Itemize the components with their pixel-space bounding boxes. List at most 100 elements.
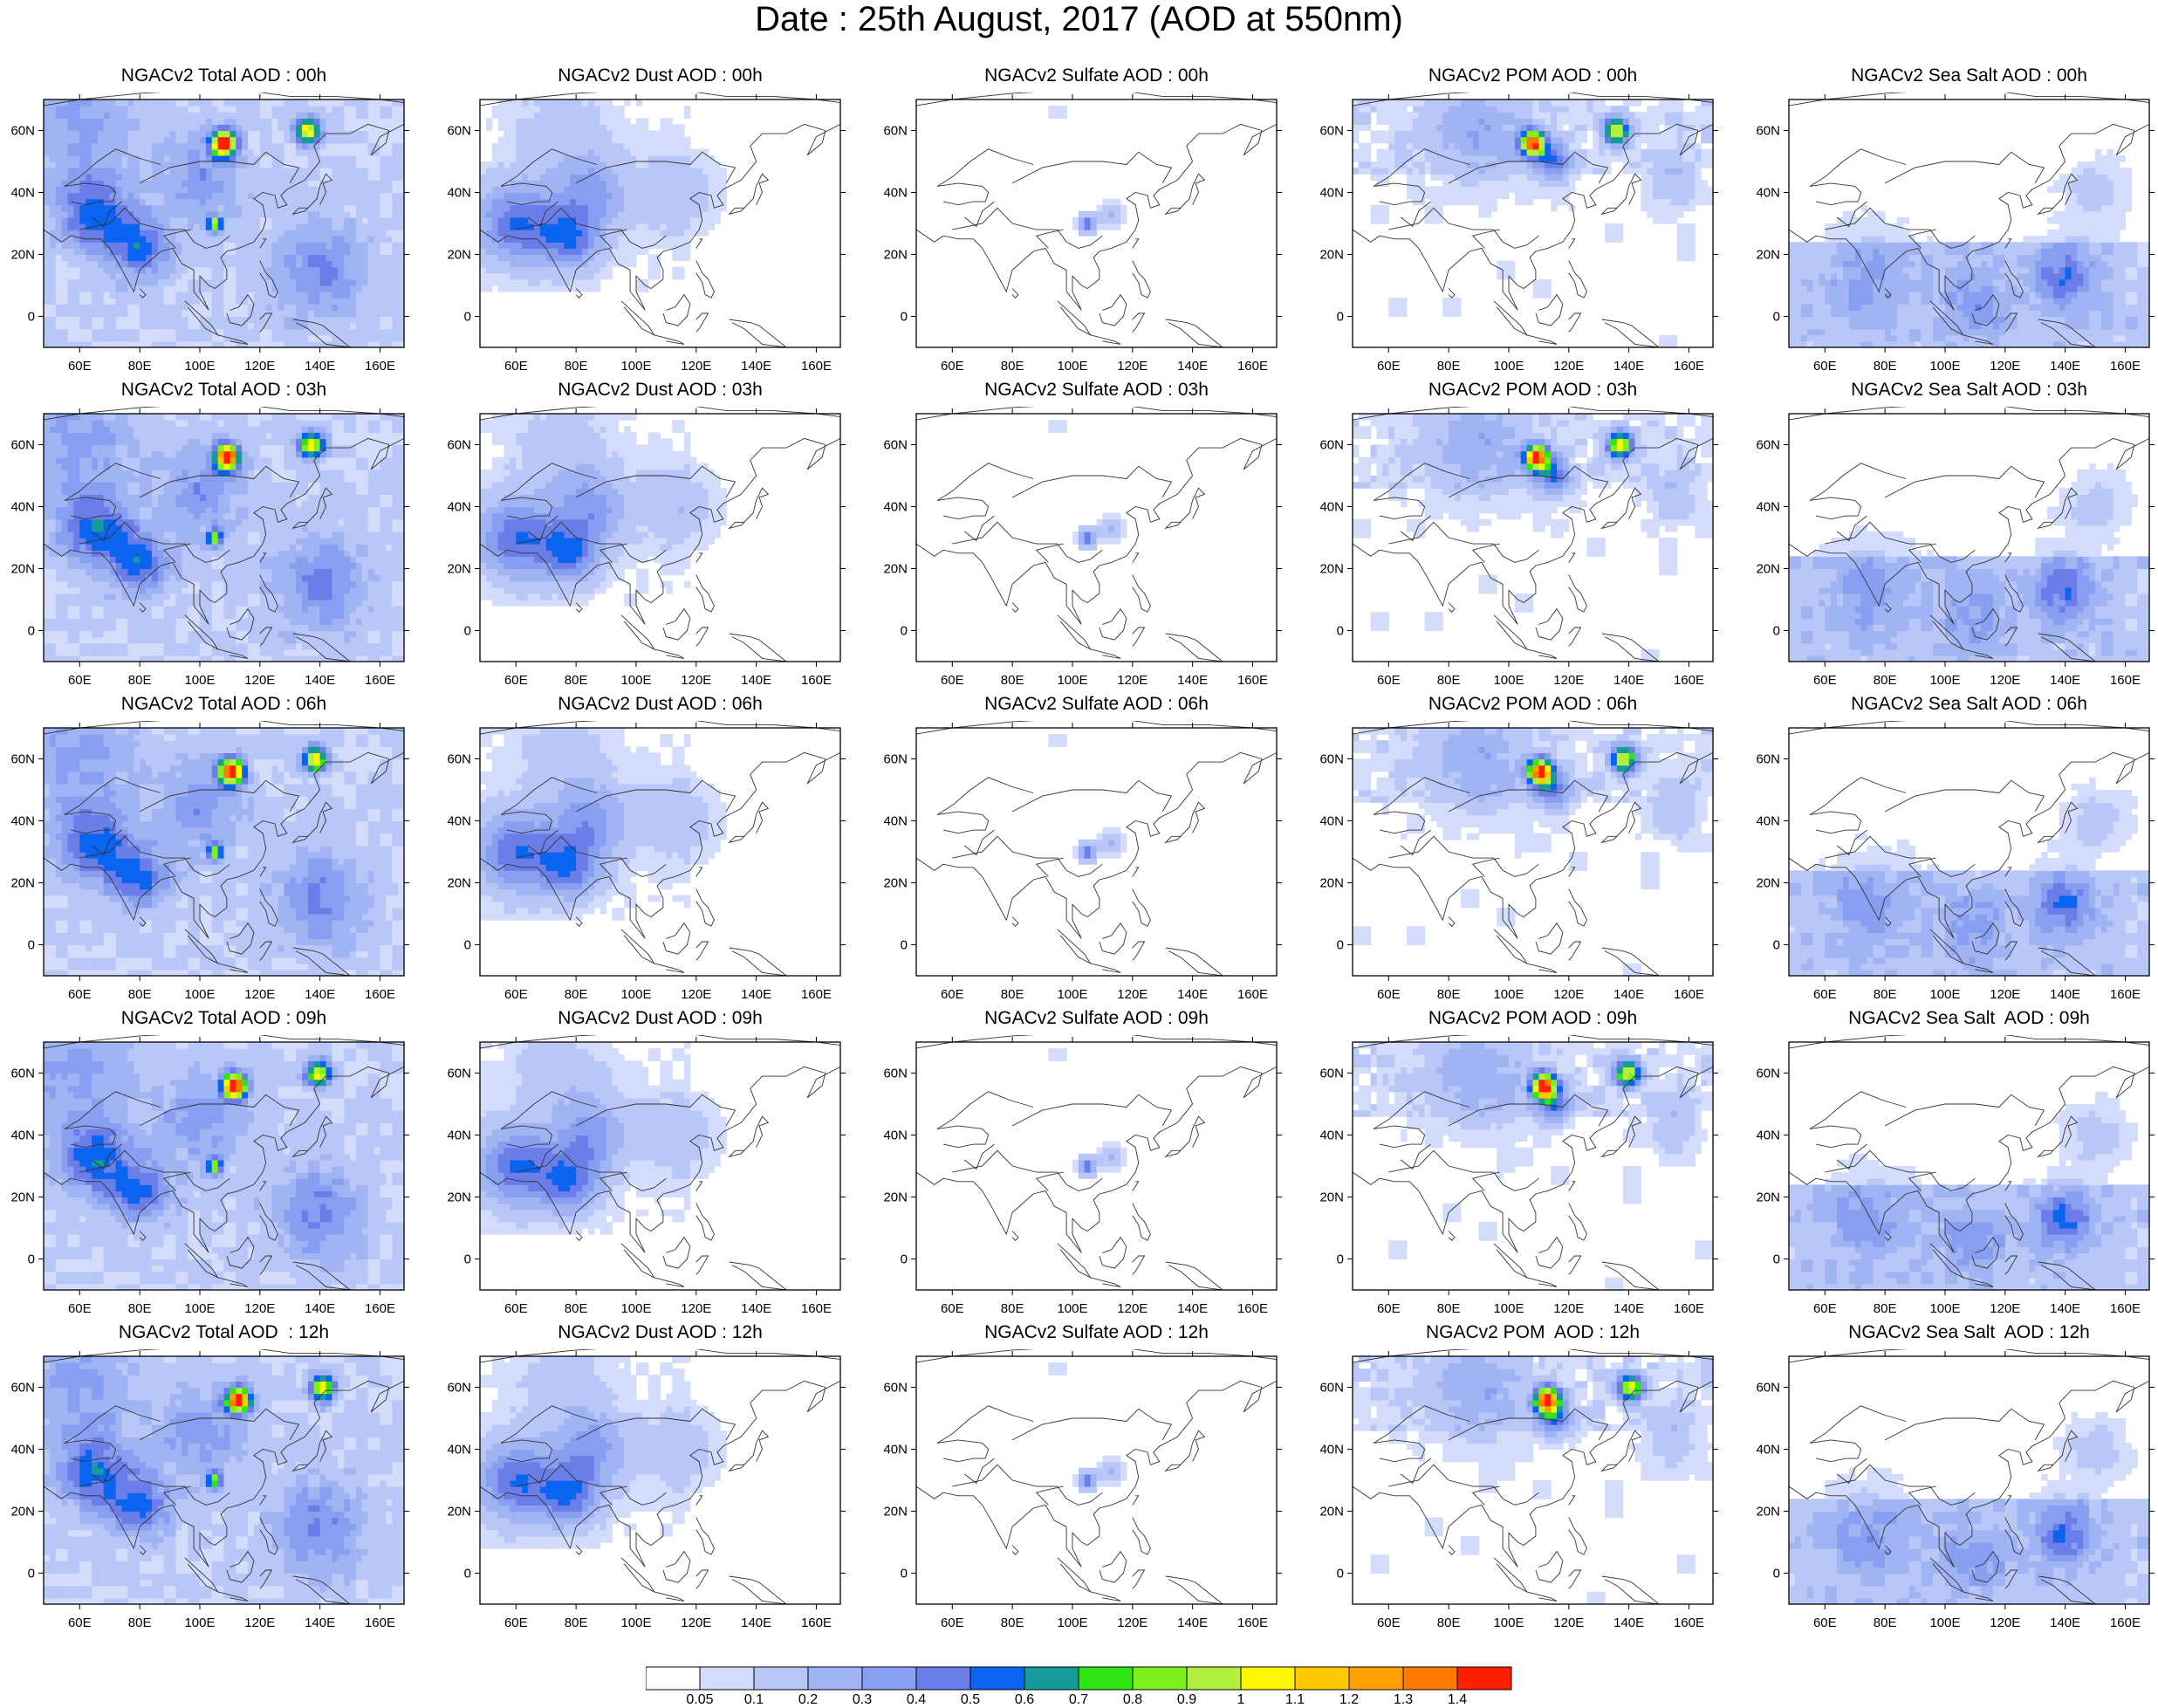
y-tick-label: 20N (1756, 1505, 1780, 1519)
coastline-path (217, 648, 249, 659)
x-tick-label: 140E (741, 359, 771, 374)
coastline-path (1165, 1261, 1224, 1291)
colorbar-box (753, 1666, 809, 1691)
coastline-path (259, 260, 278, 298)
x-tick-label: 60E (941, 673, 964, 688)
y-tick-label: 40N (883, 814, 908, 829)
x-tick-label: 160E (1237, 673, 1268, 688)
coastline-path (1164, 1430, 1206, 1472)
x-tick-label: 120E (681, 987, 711, 1002)
x-tick-label: 100E (184, 987, 215, 1002)
coastline-path (1810, 1439, 1862, 1463)
coastline-path (500, 1405, 598, 1444)
y-tick-label: 20N (447, 562, 471, 577)
coastline-path (527, 1143, 558, 1170)
coastline-path (1132, 1203, 1151, 1241)
y-tick-label: 40N (1319, 1443, 1344, 1458)
coastline-path (695, 941, 709, 961)
x-tick-label: 140E (2050, 359, 2080, 374)
aod-field (480, 1042, 727, 1235)
coastline-path (1132, 552, 1140, 563)
coastline-path (599, 857, 627, 877)
coastline-path (1400, 829, 1431, 856)
colorbar-box (1456, 1666, 1512, 1691)
x-tick-label: 140E (305, 987, 335, 1002)
map-plot: 60E 80E 100E 120E 140E 160E 0 20N 40N 60N (1756, 1349, 2155, 1630)
coastline-path (1132, 1181, 1140, 1191)
coastline-icon (43, 721, 405, 977)
x-tick-label: 140E (1177, 673, 1208, 688)
y-tick-label: 60N (883, 752, 908, 767)
coastline-path (1963, 1591, 1994, 1602)
y-tick-label: 60N (883, 124, 908, 139)
y-tick-label: 40N (447, 1443, 471, 1458)
coastline-path (1493, 929, 1528, 964)
coastline-path (479, 93, 841, 106)
coastline-path (1963, 648, 1994, 659)
coastline-path (915, 751, 1278, 939)
map-plot: 60E 80E 100E 120E 140E 160E 0 20N 40N 60N (447, 1035, 846, 1316)
coastline-path (1099, 1550, 1127, 1583)
coastline-path (1057, 1557, 1092, 1593)
y-tick-label: 60N (1756, 1067, 1780, 1081)
coastline-path (937, 182, 990, 206)
plot-frame (43, 1041, 405, 1291)
y-tick-label: 0 (1337, 1567, 1344, 1581)
map-plot: 60E 80E 100E 120E 140E 160E 0 20N 40N 60N (1756, 721, 2155, 1002)
x-tick-label: 60E (941, 359, 964, 374)
y-tick-label: 60N (10, 124, 35, 139)
coastline-path (1011, 288, 1019, 298)
coastline-path (501, 1125, 553, 1149)
x-tick-label: 120E (681, 1615, 711, 1630)
coastline-path (654, 1591, 685, 1602)
y-tick-label: 20N (447, 876, 471, 891)
coastline-path (1601, 1575, 1661, 1605)
aod-field (1353, 1356, 1714, 1605)
y-tick-label: 20N (1756, 248, 1780, 263)
coastline-path (695, 1517, 715, 1555)
aod-field (1789, 148, 2150, 348)
coastline-path (1448, 1094, 1609, 1127)
coastline-path (1963, 1277, 1994, 1287)
x-tick-label: 100E (1929, 1301, 1960, 1316)
coastline-path (1908, 229, 1936, 249)
coastline-path (65, 1439, 117, 1463)
x-tick-label: 100E (1929, 673, 1960, 688)
coastline-path (2004, 1517, 2024, 1555)
coastline-path (2037, 1430, 2079, 1472)
plot-frame (43, 1355, 405, 1605)
coastline-path (1035, 229, 1064, 249)
x-tick-label: 80E (565, 987, 588, 1002)
panel-title: NGACv2 Sulfate AOD : 12h (877, 1321, 1316, 1346)
coastline-path (728, 1430, 770, 1472)
coastline-path (728, 487, 770, 530)
panel-title: NGACv2 Sulfate AOD : 06h (877, 693, 1316, 717)
coastline-icon (1788, 1349, 2150, 1605)
y-tick-label: 60N (10, 1381, 35, 1396)
coastline-path (516, 207, 667, 249)
coastline-path (728, 173, 770, 216)
x-tick-label: 60E (504, 1301, 528, 1316)
coastline-path (1011, 465, 1173, 498)
panel-title: NGACv2 POM AOD : 00h (1313, 65, 1752, 89)
coastline-path (1971, 922, 2000, 955)
coastline-path (259, 1255, 273, 1275)
coastline-path (936, 463, 1034, 501)
coastline-path (1011, 779, 1173, 813)
map-panel: NGACv2 POM AOD : 09h 60E 80E 100E 120E 140E 16… (1309, 1008, 1745, 1334)
coastline-path (1132, 867, 1140, 877)
coastline-path (1132, 238, 1140, 249)
coastline-path (64, 777, 161, 815)
x-tick-label: 60E (1813, 987, 1837, 1002)
aod-field (44, 728, 405, 977)
coastline-path (501, 811, 553, 834)
coastline-path (479, 1349, 841, 1363)
coastline-path (1526, 1277, 1558, 1287)
coastline-path (139, 151, 300, 184)
map-panel: NGACv2 Dust AOD : 09h 60E 80E 100E 120E 140E 1… (436, 1008, 873, 1334)
x-tick-label: 120E (244, 1615, 275, 1630)
coastline-path (139, 602, 147, 613)
x-tick-label: 60E (68, 359, 92, 374)
coastline-path (2004, 574, 2024, 613)
x-tick-label: 140E (1177, 359, 1208, 374)
